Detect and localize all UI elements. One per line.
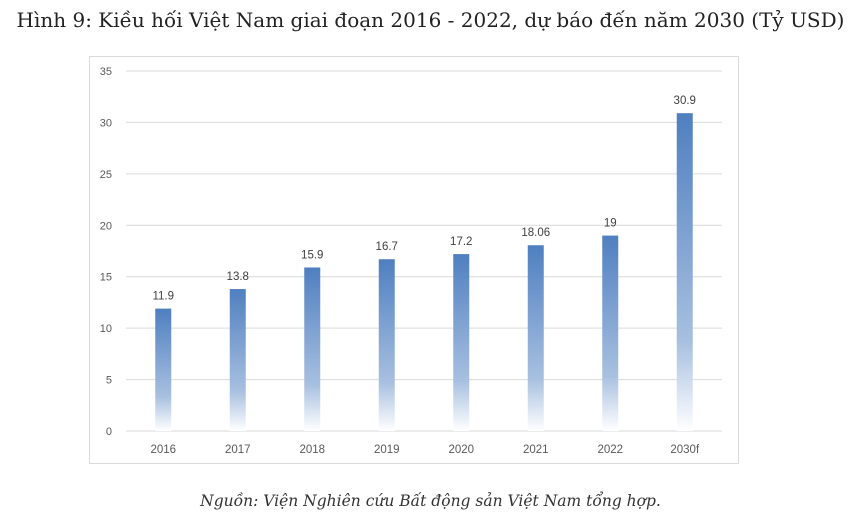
gridlines <box>126 70 722 432</box>
y-tick-label: 0 <box>106 426 112 438</box>
x-axis-tick-labels: 2016 2017 2018 2019 2020 2021 2022 2030f <box>150 444 699 456</box>
data-label: 30.9 <box>674 95 696 107</box>
bar-2016 <box>155 308 172 431</box>
y-tick-label: 15 <box>100 272 112 284</box>
data-label: 17.2 <box>450 236 472 248</box>
data-label: 16.7 <box>376 241 398 253</box>
chart-frame: 0 5 10 15 20 25 30 35 11.9 13.8 15.9 16.7 17.2 18.06… <box>89 56 739 464</box>
x-tick-label: 2016 <box>150 444 176 456</box>
figure-title: Hình 9: Kiều hối Việt Nam giai đoạn 2016… <box>16 8 845 32</box>
y-tick-label: 25 <box>100 169 112 181</box>
data-label: 19 <box>604 218 617 230</box>
y-tick-label: 35 <box>100 66 112 78</box>
data-label: 15.9 <box>301 249 323 261</box>
bar-2019 <box>378 259 395 431</box>
y-tick-label: 30 <box>100 117 112 129</box>
x-tick-label: 2021 <box>523 444 549 456</box>
x-tick-label: 2030f <box>670 444 700 456</box>
bar-chart: 0 5 10 15 20 25 30 35 11.9 13.8 15.9 16.7 17.2 18.06… <box>100 66 722 456</box>
data-label: 18.06 <box>521 227 550 239</box>
bar-2018 <box>304 267 321 431</box>
bars <box>155 113 693 431</box>
bar-2030f <box>676 113 693 431</box>
y-axis-tick-labels: 0 5 10 15 20 25 30 35 <box>100 66 112 438</box>
bar-2022 <box>602 235 619 431</box>
x-tick-label: 2019 <box>374 444 400 456</box>
bar-2020 <box>453 254 470 431</box>
data-label: 11.9 <box>152 291 174 303</box>
bar-2017 <box>229 289 246 431</box>
y-tick-label: 20 <box>100 220 112 232</box>
y-tick-label: 5 <box>106 375 112 387</box>
source-note: Nguồn: Viện Nghiên cứu Bất động sản Việt… <box>200 492 661 510</box>
x-tick-label: 2017 <box>225 444 251 456</box>
y-tick-label: 10 <box>100 323 112 335</box>
bar-2021 <box>527 245 544 431</box>
data-labels: 11.9 13.8 15.9 16.7 17.2 18.06 19 30.9 <box>152 95 695 302</box>
x-tick-label: 2020 <box>448 444 474 456</box>
x-tick-label: 2018 <box>299 444 325 456</box>
x-tick-label: 2022 <box>597 444 623 456</box>
data-label: 13.8 <box>227 271 249 283</box>
